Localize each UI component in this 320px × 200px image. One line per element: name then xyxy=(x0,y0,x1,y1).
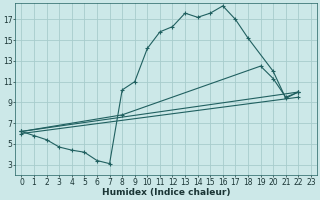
X-axis label: Humidex (Indice chaleur): Humidex (Indice chaleur) xyxy=(102,188,230,197)
